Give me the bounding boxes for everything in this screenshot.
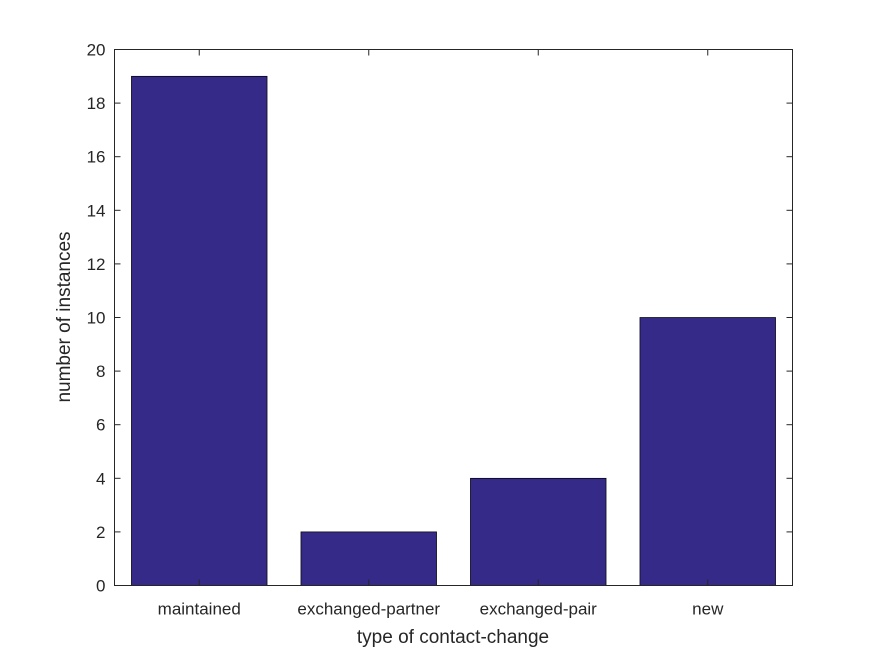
y-axis: 0 2 4 6 8 10 12 14 16 18 20 (87, 41, 793, 596)
x-tick-label: new (692, 600, 724, 619)
x-tick-label: maintained (158, 600, 241, 619)
y-tick-label: 12 (87, 255, 106, 274)
y-tick-label: 6 (96, 416, 105, 435)
y-tick-label: 10 (87, 309, 106, 328)
y-axis-label: number of instances (54, 231, 75, 402)
y-tick-label: 14 (87, 201, 106, 220)
y-tick-label: 18 (87, 94, 106, 113)
bars (131, 75, 776, 586)
y-tick-label: 2 (96, 523, 105, 542)
x-tick-label: exchanged-partner (297, 600, 440, 619)
y-tick-label: 4 (96, 469, 105, 488)
x-axis: maintained exchanged-partner exchanged-pai… (158, 49, 724, 619)
bar-exchanged-pair (470, 477, 607, 586)
y-tick-label: 16 (87, 148, 106, 167)
bar-exchanged-partner (300, 531, 437, 586)
x-tick-label: exchanged-pair (480, 600, 598, 619)
y-tick-label: 8 (96, 362, 105, 381)
bar-maintained (131, 75, 268, 586)
y-tick-label: 0 (96, 577, 105, 596)
y-tick-label: 20 (87, 41, 106, 60)
bar-new (639, 317, 776, 586)
x-axis-label: type of contact-change (357, 627, 549, 648)
